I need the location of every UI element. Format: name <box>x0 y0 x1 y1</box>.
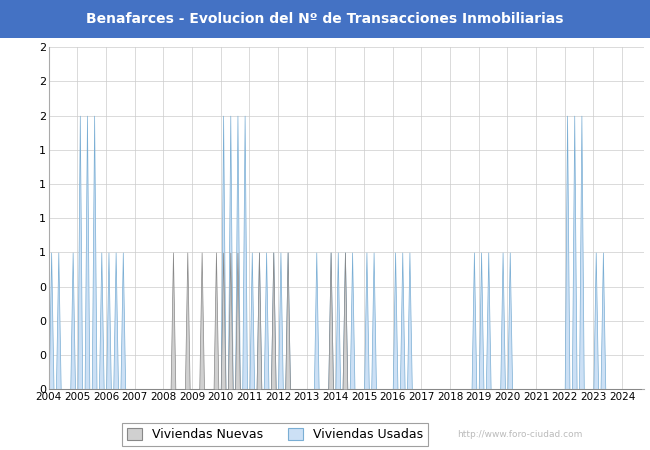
Text: Benafarces - Evolucion del Nº de Transacciones Inmobiliarias: Benafarces - Evolucion del Nº de Transac… <box>86 12 564 26</box>
Legend: Viviendas Nuevas, Viviendas Usadas: Viviendas Nuevas, Viviendas Usadas <box>122 423 428 446</box>
Text: http://www.foro-ciudad.com: http://www.foro-ciudad.com <box>458 430 582 439</box>
